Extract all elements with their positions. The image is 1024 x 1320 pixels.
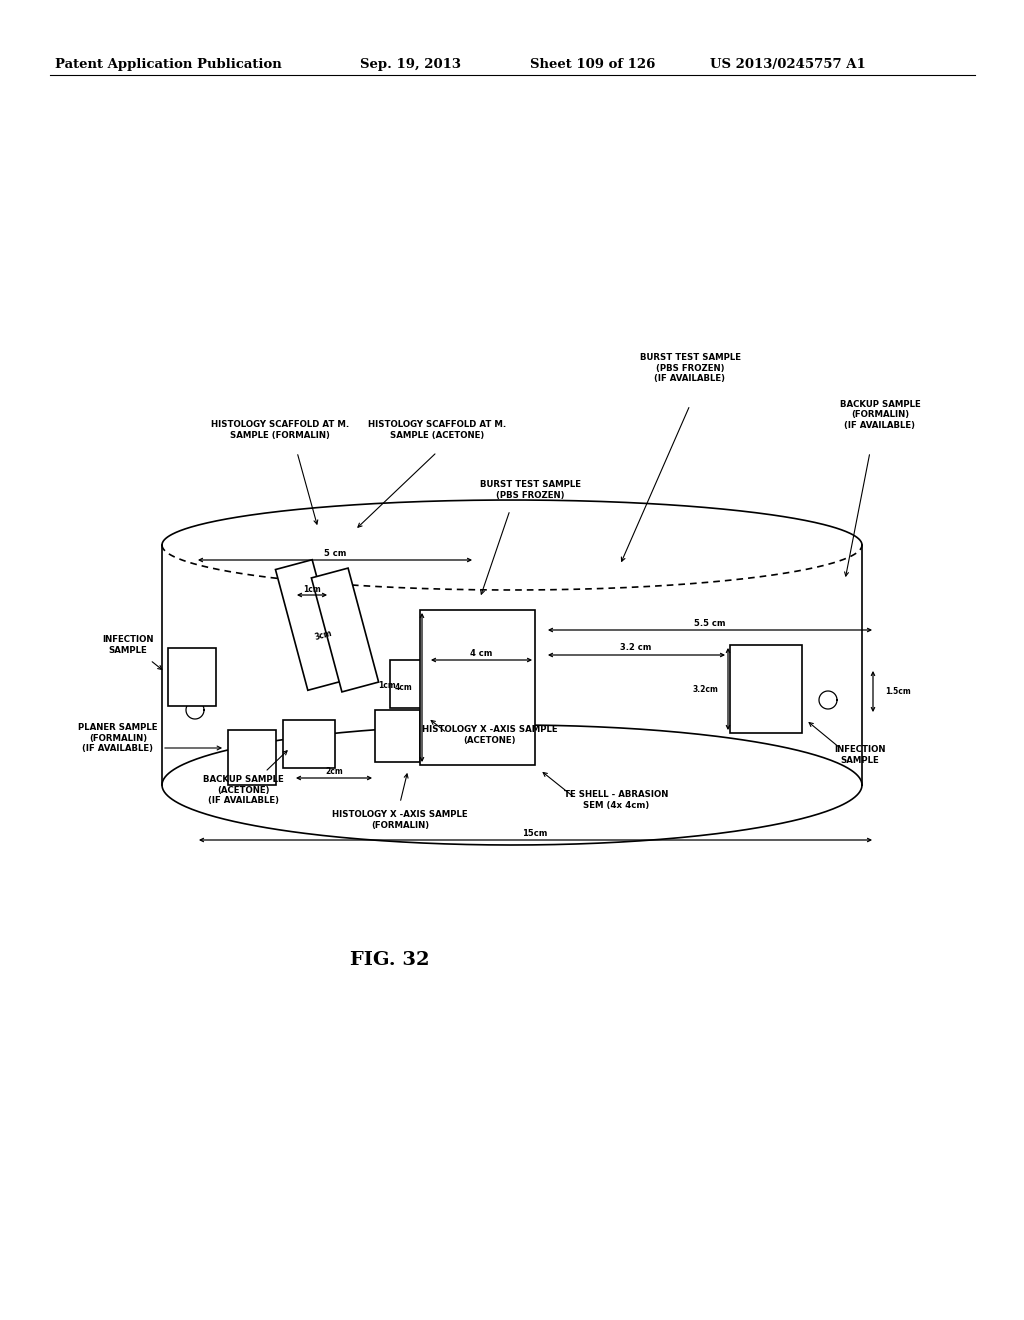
Text: INFECTION
SAMPLE: INFECTION SAMPLE [102, 635, 154, 655]
Text: 3.2cm: 3.2cm [692, 685, 718, 693]
Text: HISTOLOGY SCAFFOLD AT M.
SAMPLE (FORMALIN): HISTOLOGY SCAFFOLD AT M. SAMPLE (FORMALI… [211, 420, 349, 440]
Bar [375, 710, 420, 762]
Text: HISTOLOGY X -AXIS SAMPLE
(ACETONE): HISTOLOGY X -AXIS SAMPLE (ACETONE) [422, 725, 558, 744]
Text: BACKUP SAMPLE
(FORMALIN)
(IF AVAILABLE): BACKUP SAMPLE (FORMALIN) (IF AVAILABLE) [840, 400, 921, 430]
Text: Sheet 109 of 126: Sheet 109 of 126 [530, 58, 655, 71]
Text: TE SHELL - ABRASION
SEM (4x 4cm): TE SHELL - ABRASION SEM (4x 4cm) [564, 791, 669, 809]
Text: 5.5 cm: 5.5 cm [694, 619, 726, 627]
Bar [730, 645, 802, 733]
Text: 1cm: 1cm [303, 585, 321, 594]
Text: 1.5cm: 1.5cm [885, 686, 910, 696]
Text: Patent Application Publication: Patent Application Publication [55, 58, 282, 71]
Bar [283, 719, 335, 768]
Bar [275, 560, 344, 690]
Bar [228, 730, 276, 785]
Text: PLANER SAMPLE
(FORMALIN)
(IF AVAILABLE): PLANER SAMPLE (FORMALIN) (IF AVAILABLE) [78, 723, 158, 752]
Text: FIG. 32: FIG. 32 [350, 950, 430, 969]
Text: 3cm: 3cm [313, 628, 333, 642]
Text: 1cm: 1cm [378, 681, 396, 689]
Text: BURST TEST SAMPLE
(PBS FROZEN): BURST TEST SAMPLE (PBS FROZEN) [479, 480, 581, 500]
Bar [390, 660, 432, 708]
Text: US 2013/0245757 A1: US 2013/0245757 A1 [710, 58, 865, 71]
Text: Sep. 19, 2013: Sep. 19, 2013 [360, 58, 461, 71]
Text: INFECTION
SAMPLE: INFECTION SAMPLE [835, 746, 886, 764]
Bar [420, 610, 535, 766]
Bar [168, 648, 216, 706]
Text: BURST TEST SAMPLE
(PBS FROZEN)
(IF AVAILABLE): BURST TEST SAMPLE (PBS FROZEN) (IF AVAIL… [640, 354, 740, 383]
Text: HISTOLOGY SCAFFOLD AT M.
SAMPLE (ACETONE): HISTOLOGY SCAFFOLD AT M. SAMPLE (ACETONE… [368, 420, 506, 440]
Text: 2cm: 2cm [326, 767, 343, 776]
Text: 15cm: 15cm [522, 829, 548, 837]
Text: 3.2 cm: 3.2 cm [621, 644, 651, 652]
Text: BACKUP SAMPLE
(ACETONE)
(IF AVAILABLE): BACKUP SAMPLE (ACETONE) (IF AVAILABLE) [203, 775, 284, 805]
Text: HISTOLOGY X -AXIS SAMPLE
(FORMALIN): HISTOLOGY X -AXIS SAMPLE (FORMALIN) [332, 810, 468, 830]
Text: 5 cm: 5 cm [324, 549, 346, 557]
Text: 4cm: 4cm [394, 684, 412, 693]
Bar [311, 568, 379, 692]
Text: 4 cm: 4 cm [470, 648, 493, 657]
